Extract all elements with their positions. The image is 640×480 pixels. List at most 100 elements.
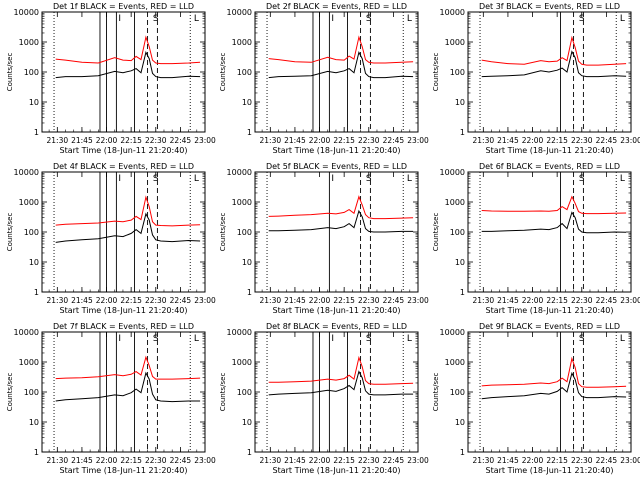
x-tick-label: 23:00 [194,136,216,145]
y-tick-label: 1 [460,448,465,457]
x-tick-label: 22:00 [309,296,331,305]
y-tick-label: 10 [29,418,39,427]
x-tick-label: 22:15 [120,456,142,465]
x-tick-label: 22:00 [309,456,331,465]
x-tick-label: 22:30 [358,456,380,465]
marker-label: S [366,14,372,24]
lld-series-line [268,35,414,64]
marker-label: S [153,14,159,24]
y-tick-label: 100 [237,388,252,397]
x-tick-label: 22:45 [170,456,192,465]
x-tick-label: 22:00 [522,136,544,145]
x-tick-label: 23:00 [620,136,640,145]
y-tick-label: 1 [34,288,39,297]
y-tick-label: 1 [247,448,252,457]
chart-title: Det 4f BLACK = Events, RED = LLD [53,162,194,171]
lld-series-line [268,195,414,220]
plot-frame [254,331,419,453]
marker-label: S [153,174,159,184]
lld-series-line [481,356,627,388]
y-tick-label: 10 [242,418,252,427]
x-axis-label: Start Time (18-Jun-11 21:20:40) [486,306,614,315]
marker-label: S [366,334,372,344]
x-tick-label: 23:00 [620,456,640,465]
x-axis-label: Start Time (18-Jun-11 21:20:40) [486,146,614,155]
marker-label: L [407,334,412,344]
x-tick-label: 21:45 [71,456,93,465]
x-tick-label: 22:00 [96,296,118,305]
x-tick-label: 22:30 [358,296,380,305]
y-tick-label: 1000 [232,358,252,367]
plot-frame [41,11,206,133]
y-tick-label: 10 [242,98,252,107]
y-tick-label: 1000 [19,358,39,367]
x-tick-label: 22:00 [522,456,544,465]
events-series-line [55,51,201,79]
x-tick-label: 22:00 [522,296,544,305]
x-tick-label: 22:30 [571,136,593,145]
y-axis-label: Counts/sec [219,373,227,412]
x-tick-label: 22:00 [96,136,118,145]
lld-series-line [55,355,201,380]
x-tick-label: 22:45 [596,296,618,305]
y-axis-label: Counts/sec [432,373,440,412]
x-tick-label: 22:45 [383,136,405,145]
x-tick-label: 23:00 [407,456,429,465]
y-tick-label: 100 [24,228,39,237]
events-series-line [268,209,414,233]
events-series-line [55,212,201,243]
x-tick-label: 22:45 [596,136,618,145]
marker-label: L [620,174,625,184]
marker-label: I [118,14,121,24]
chart-panel: Det 2f BLACK = Events, RED = LLD Counts/s… [219,2,429,155]
x-tick-label: 21:30 [260,296,282,305]
y-tick-label: 1 [247,288,252,297]
y-axis-label: Counts/sec [219,53,227,92]
events-series-line [481,371,627,400]
marker-label: S [579,14,585,24]
x-tick-label: 21:30 [473,136,495,145]
y-tick-label: 1000 [445,38,465,47]
x-tick-label: 23:00 [407,296,429,305]
lld-series-line [481,35,627,66]
y-tick-label: 1 [34,448,39,457]
lld-series-line [268,355,414,385]
chart-title: Det 7f BLACK = Events, RED = LLD [53,322,194,331]
y-tick-label: 1 [34,128,39,137]
x-tick-label: 21:30 [260,456,282,465]
x-tick-label: 21:45 [497,456,519,465]
events-series-line [481,211,627,234]
x-tick-label: 22:30 [145,136,167,145]
y-tick-label: 10000 [440,168,465,177]
x-tick-label: 22:30 [358,136,380,145]
chart-title: Det 8f BLACK = Events, RED = LLD [266,322,407,331]
chart-title: Det 5f BLACK = Events, RED = LLD [266,162,407,171]
y-tick-label: 10 [455,98,465,107]
y-tick-label: 1000 [19,38,39,47]
y-tick-label: 100 [450,388,465,397]
marker-label: L [407,174,412,184]
y-tick-label: 100 [237,228,252,237]
marker-label: S [579,174,585,184]
events-series-line [268,370,414,396]
x-tick-label: 22:30 [145,456,167,465]
lld-series-line [55,195,201,227]
x-tick-label: 21:30 [260,136,282,145]
y-axis-label: Counts/sec [432,53,440,92]
marker-label: I [118,334,121,344]
y-tick-label: 100 [24,68,39,77]
x-tick-label: 22:15 [333,456,355,465]
y-tick-label: 10 [455,418,465,427]
x-tick-label: 22:45 [170,136,192,145]
marker-label: S [579,334,585,344]
x-tick-label: 22:00 [96,456,118,465]
y-tick-label: 1000 [232,198,252,207]
chart-panel: Det 4f BLACK = Events, RED = LLD Counts/s… [6,162,216,315]
x-tick-label: 22:15 [333,136,355,145]
y-tick-label: 10 [242,258,252,267]
y-tick-label: 10000 [440,328,465,337]
marker-label: I [118,174,121,184]
lld-series-line [481,195,627,215]
chart-panel: Det 1f BLACK = Events, RED = LLD Counts/s… [6,2,216,155]
